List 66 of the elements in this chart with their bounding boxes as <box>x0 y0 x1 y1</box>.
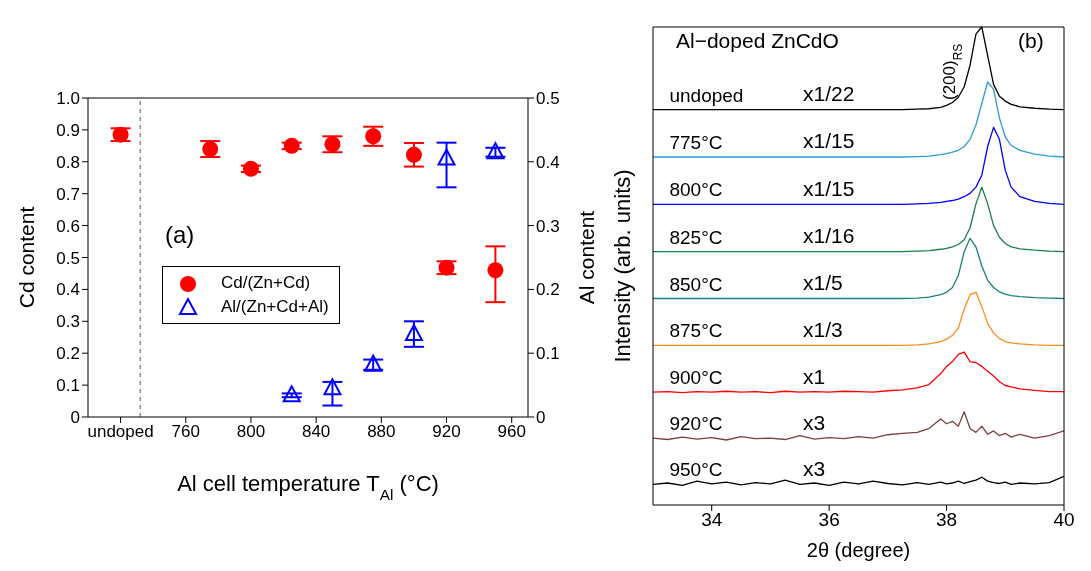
point <box>486 142 505 160</box>
series-label: 950°C <box>669 459 723 481</box>
series-label: 775°C <box>669 132 723 154</box>
annotation: x1/16 <box>803 224 855 248</box>
series-label: 900°C <box>669 367 723 389</box>
y-tick-label: 0.6 <box>56 216 80 236</box>
annotation: x1/3 <box>803 318 843 342</box>
annotation: x1/15 <box>803 176 855 200</box>
annotation: x1/15 <box>803 129 855 153</box>
y-tick-label: 0.9 <box>56 120 80 140</box>
point <box>364 354 383 372</box>
x-tick-label: 760 <box>171 422 200 442</box>
y-tick-label: 0.4 <box>56 280 80 300</box>
y-tick-label: 1.0 <box>56 89 80 109</box>
legend-label: Al/(Zn+Cd+Al) <box>221 297 329 317</box>
point <box>405 146 422 163</box>
x-tick-label: 800 <box>236 422 266 442</box>
point <box>404 324 423 342</box>
point <box>283 137 300 154</box>
series-label: 920°C <box>669 413 723 435</box>
annotation: x3 <box>803 410 826 434</box>
y-tick-label: 0 <box>70 408 80 428</box>
y2-tick-label: 0.4 <box>536 152 560 172</box>
y-tick-label: 0.8 <box>56 152 80 172</box>
annotation: (b) <box>1018 29 1044 52</box>
x-tick-label: 960 <box>497 422 526 442</box>
y2-axis-title: Al content <box>575 210 598 305</box>
y2-tick-label: 0.1 <box>536 344 560 364</box>
annotation: Al−doped ZnCdO <box>676 29 839 52</box>
y-axis-title: Intensity (arb. units) <box>610 169 635 363</box>
x-axis-title: 2θ (degree) <box>806 539 911 561</box>
annotation: x1 <box>803 364 826 388</box>
y2-tick-label: 0.3 <box>536 216 560 236</box>
y2-tick-label: 0 <box>536 408 546 428</box>
y-tick-label: 0.5 <box>56 248 80 268</box>
y-tick-label: 0.3 <box>56 312 80 332</box>
y-tick-label: 0.2 <box>56 344 80 364</box>
y-axis-title: Cd content <box>15 206 38 309</box>
x-tick-label: 36 <box>818 509 840 531</box>
annotation: x1/22 <box>803 81 855 105</box>
y-tick-label: 0.7 <box>56 184 80 204</box>
point <box>242 160 259 177</box>
x-tick-label: 880 <box>367 422 396 442</box>
x-tick-label: 920 <box>432 422 461 442</box>
series-label: 800°C <box>669 179 723 201</box>
point <box>437 148 456 166</box>
series-label: 850°C <box>669 273 723 295</box>
x-tick-label: 38 <box>936 509 958 531</box>
x-axis-title: Al cell temperature T$_{Al}$ (°C) <box>177 471 439 503</box>
y2-tick-label: 0.2 <box>536 280 560 300</box>
x-tick-label: 840 <box>301 422 331 442</box>
legend-label: Cd/(Zn+Cd) <box>221 273 311 293</box>
y-tick-label: 0.1 <box>56 376 80 396</box>
series-label: undoped <box>669 84 744 106</box>
point <box>323 378 342 396</box>
y2-tick-label: 0.5 <box>536 89 560 109</box>
point <box>487 262 504 279</box>
annotation: (a) <box>165 221 195 248</box>
series-label: 875°C <box>669 320 723 342</box>
annotation: x3 <box>803 457 826 481</box>
x-tick-label: 40 <box>1053 509 1075 531</box>
series-label: 825°C <box>669 226 723 248</box>
point <box>282 385 301 403</box>
x-tick-label: undoped <box>87 422 154 442</box>
annotation: x1/5 <box>803 271 843 295</box>
x-tick-label: 34 <box>701 509 723 531</box>
